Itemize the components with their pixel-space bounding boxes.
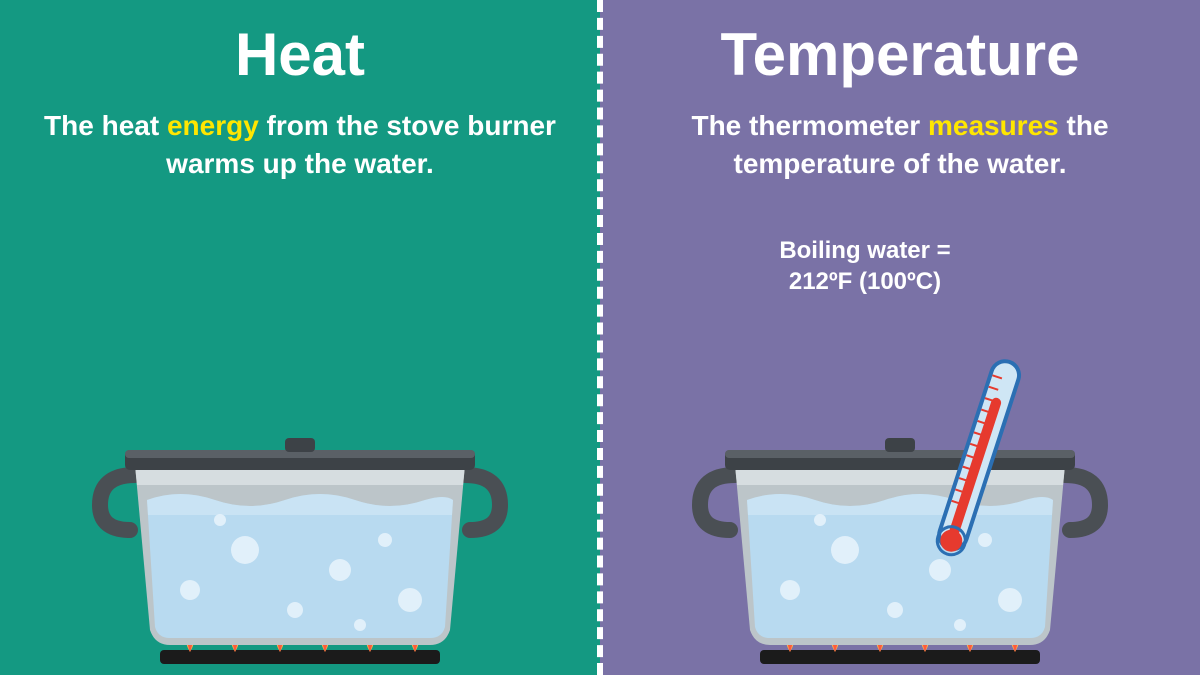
heat-sub-p1: The heat (44, 110, 167, 141)
heat-title: Heat (235, 20, 365, 89)
pot-with-thermometer-icon (640, 290, 1160, 670)
boiling-point-label: Boiling water = 212ºF (100ºC) (755, 235, 975, 297)
heat-pot-illustration (40, 290, 560, 675)
heat-subtitle: The heat energy from the stove burner wa… (40, 107, 560, 183)
panel-divider (597, 0, 603, 675)
temperature-panel: Temperature The thermometer measures the… (600, 0, 1200, 675)
temperature-subtitle: The thermometer measures the temperature… (640, 107, 1160, 183)
temp-sub-highlight: measures (928, 110, 1059, 141)
infographic-container: Heat The heat energy from the stove burn… (0, 0, 1200, 675)
temperature-pot-illustration (640, 290, 1160, 675)
heat-panel: Heat The heat energy from the stove burn… (0, 0, 600, 675)
temperature-title: Temperature (720, 20, 1079, 89)
temp-sub-p1: The thermometer (691, 110, 928, 141)
heat-sub-highlight: energy (167, 110, 259, 141)
pot-icon (40, 290, 560, 670)
boiling-line1: Boiling water = (779, 237, 950, 264)
